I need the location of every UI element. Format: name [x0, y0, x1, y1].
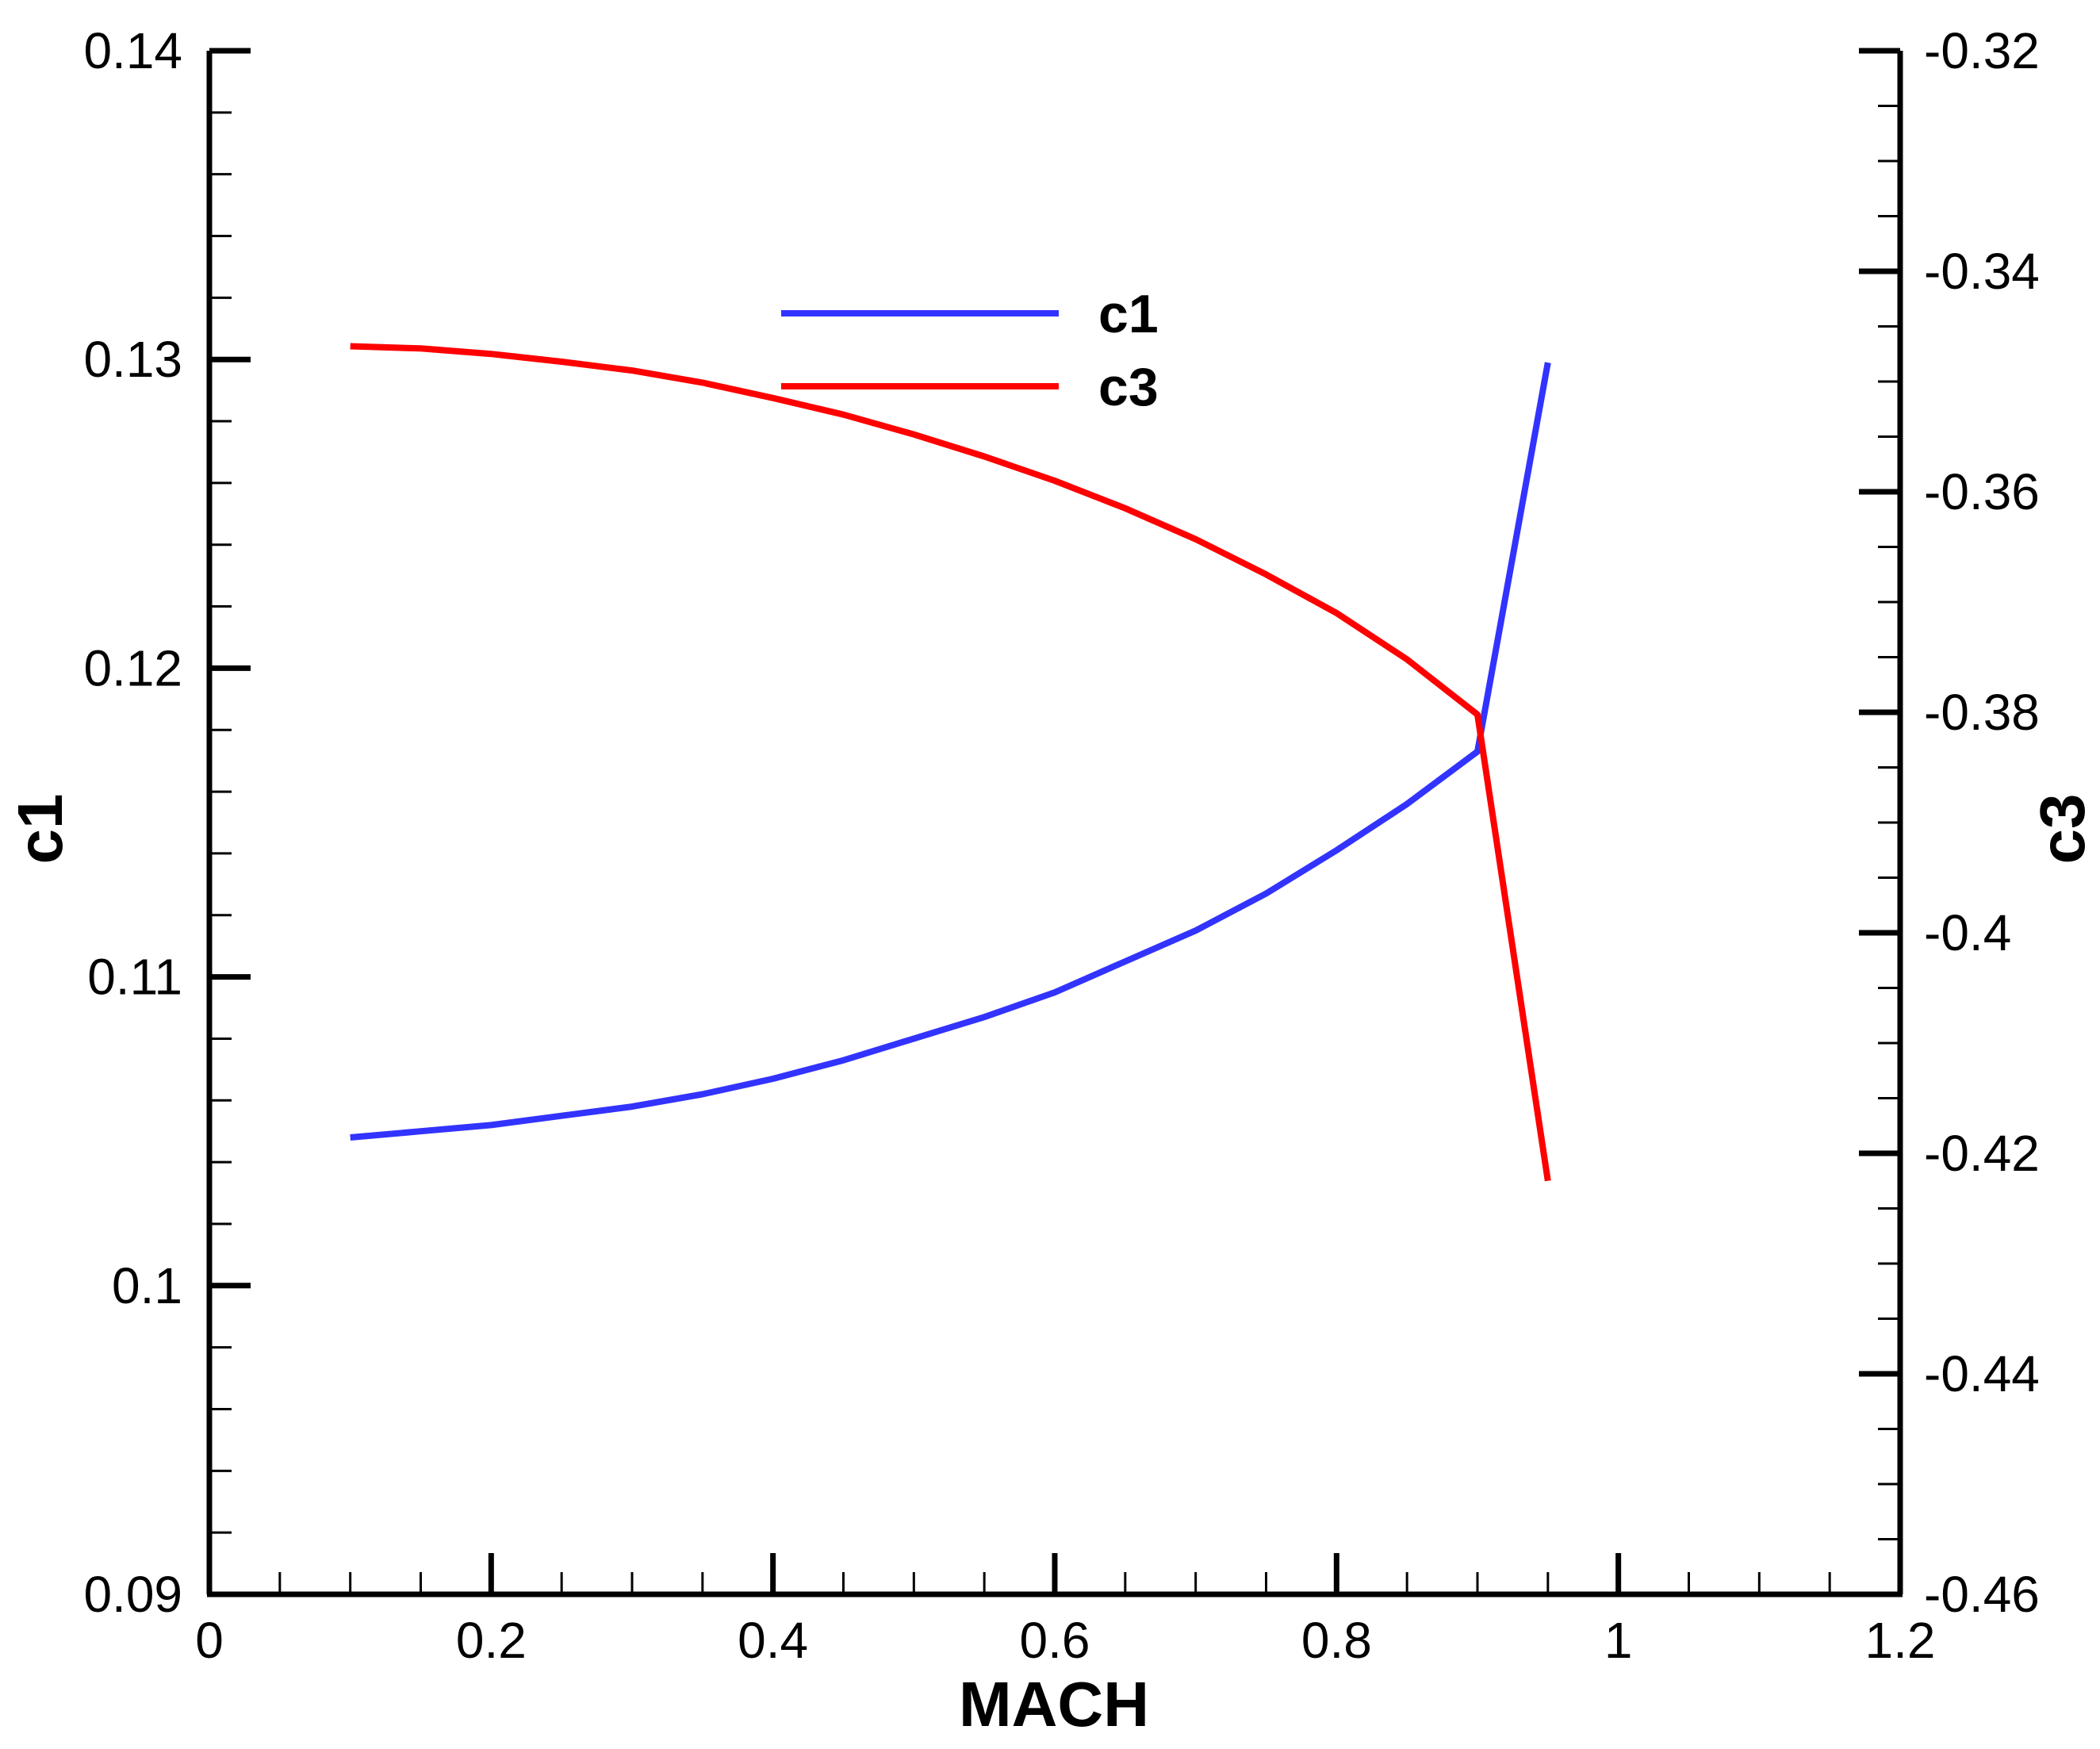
- legend-label-c3: c3: [1098, 357, 1159, 417]
- y-right-tick-label: -0.36: [1924, 463, 2040, 520]
- y-left-tick-label: 0.09: [83, 1566, 182, 1623]
- y-right-tick-label: -0.32: [1924, 22, 2040, 79]
- y-axis-right-title: c3: [2027, 794, 2098, 865]
- y-left-tick-label: 0.1: [112, 1257, 182, 1314]
- y-right-tick-label: -0.46: [1924, 1566, 2040, 1623]
- y-right-tick-label: -0.4: [1924, 904, 2011, 961]
- legend-label-c1: c1: [1098, 284, 1159, 344]
- y-right-tick-label: -0.34: [1924, 243, 2040, 300]
- y-left-tick-label: 0.14: [83, 22, 182, 79]
- y-right-tick-label: -0.44: [1924, 1345, 2040, 1402]
- x-tick-label: 0.8: [1301, 1612, 1372, 1669]
- x-tick-label: 0.2: [456, 1612, 527, 1669]
- y-axis-left-title: c1: [5, 794, 75, 865]
- plot-area: [350, 343, 1551, 1182]
- y-left-tick-label: 0.11: [87, 949, 182, 1006]
- x-tick-label: 0.6: [1020, 1612, 1090, 1669]
- x-axis-title: MACH: [959, 1669, 1149, 1739]
- axes: 0 0.2 0.4 0.6 0.8 1 1.2 0.09 0.1 0.11 0.12 0.13 0.14…: [83, 22, 2039, 1669]
- x-tick-label: 1: [1604, 1612, 1633, 1669]
- y-right-tick-label: -0.42: [1924, 1125, 2040, 1182]
- series-line-c3: [350, 343, 1551, 1182]
- x-tick-label: 0.4: [738, 1612, 808, 1669]
- series-line-c1: [350, 362, 1551, 1141]
- y-left-tick-label: 0.12: [83, 639, 182, 696]
- x-tick-label: 1.2: [1865, 1612, 1936, 1669]
- y-right-tick-label: -0.38: [1924, 684, 2040, 741]
- x-tick-label: 0: [195, 1612, 224, 1669]
- y-left-tick-label: 0.13: [83, 331, 182, 388]
